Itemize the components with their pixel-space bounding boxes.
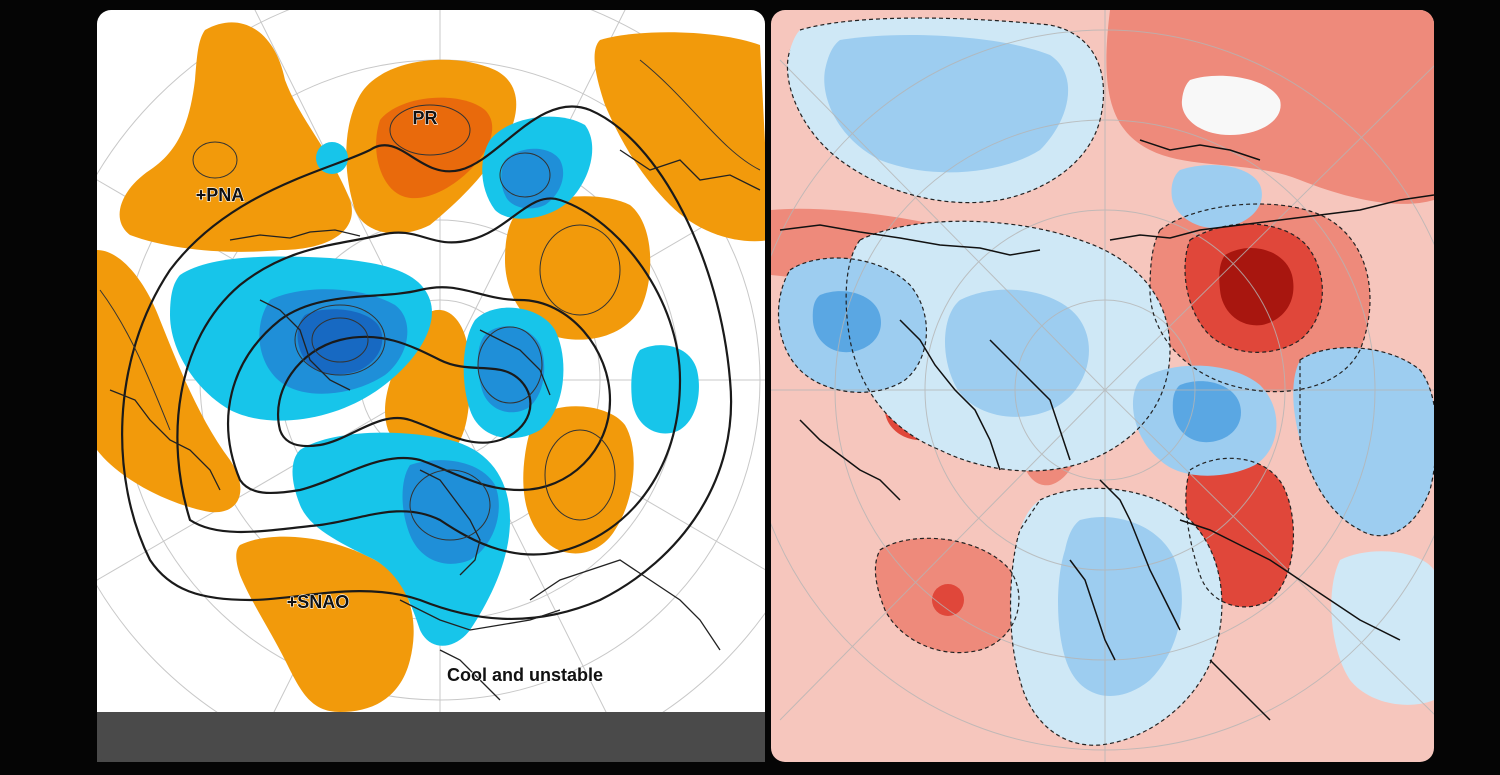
label-snao: +SNAO [287, 592, 350, 612]
left-map-panel: PR +PNA +SNAO Cool and unstable [97, 10, 765, 762]
right-graticule [771, 10, 1434, 762]
dashed-contours [777, 17, 1434, 746]
left-coastlines [109, 149, 761, 701]
height-contours [121, 105, 733, 620]
asia-ridge [594, 32, 765, 242]
right-map-panel [771, 10, 1434, 762]
cool-east [1293, 347, 1434, 536]
atlantic-trough-core [402, 460, 499, 564]
cool-arctic-inner [944, 289, 1089, 417]
pacific-trough-core [501, 148, 564, 209]
cool-white-patch [1181, 75, 1281, 135]
label-pna: +PNA [196, 185, 245, 205]
pna-ridge [119, 22, 352, 252]
caption-cool-unstable: Cool and unstable [447, 665, 603, 685]
pr-ridge-core [376, 97, 493, 199]
snao-ridge [236, 536, 414, 712]
cool-europe-inner [1058, 516, 1182, 697]
cool-anomaly-regions [778, 18, 1434, 746]
cool-northeast-patch [1171, 165, 1262, 229]
label-pr: PR [412, 108, 437, 128]
europe-ridge [523, 406, 634, 554]
warm-siberia-core [1219, 247, 1294, 326]
right-coastlines [779, 139, 1434, 721]
thin-contours [99, 59, 761, 541]
warm-atlantic-core [932, 584, 964, 616]
cool-southeast [1331, 551, 1434, 705]
asia-trough [631, 345, 699, 434]
west-ridge [97, 250, 241, 513]
cool-siberia-core [1172, 381, 1241, 443]
small-trough [316, 142, 348, 174]
